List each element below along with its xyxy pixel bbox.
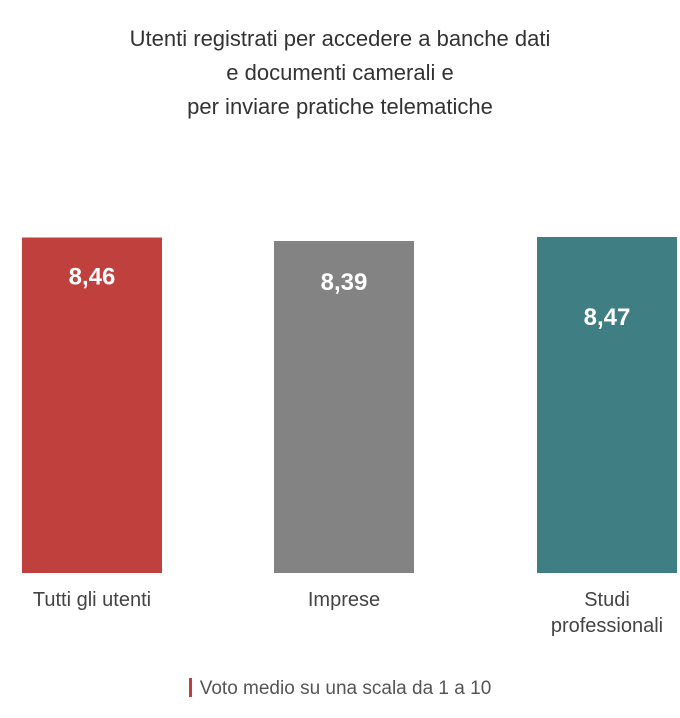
category-label-1-0: Imprese xyxy=(308,589,380,611)
category-label-2-1: professionali xyxy=(551,615,663,637)
legend-label: Voto medio su una scala da 1 a 10 xyxy=(199,678,492,699)
category-label-2-0: Studi xyxy=(584,589,630,611)
chart-title-line-3: per inviare pratiche telematiche xyxy=(187,94,493,119)
legend: Voto medio su una scala da 1 a 10 xyxy=(0,678,680,700)
bar-value-label-1: 8,39 xyxy=(321,269,368,296)
chart-title-line-2: e documenti camerali e xyxy=(226,60,454,85)
bar-value-label-0: 8,46 xyxy=(69,264,116,291)
category-label-0-0: Tutti gli utenti xyxy=(33,589,151,611)
chart-title: Utenti registrati per accedere a banche … xyxy=(0,22,680,124)
chart-title-line-1: Utenti registrati per accedere a banche … xyxy=(129,26,551,51)
bar-2 xyxy=(537,237,677,573)
bar-1 xyxy=(274,241,414,573)
bar-0 xyxy=(22,237,162,573)
bar-value-label-2: 8,47 xyxy=(584,304,631,331)
legend-marker xyxy=(188,678,192,697)
